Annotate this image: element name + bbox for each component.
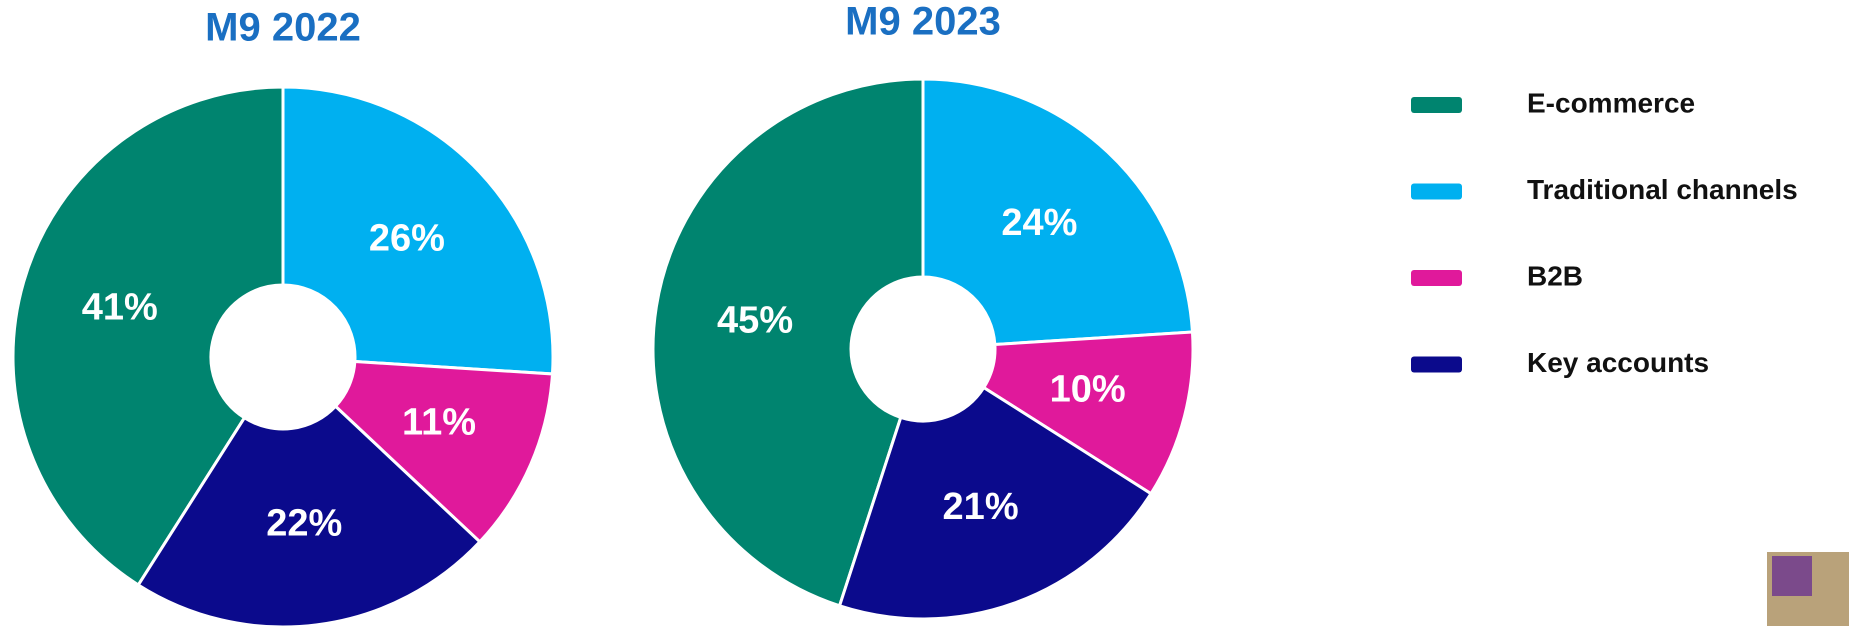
slice	[281, 85, 555, 376]
value-label: 21%	[943, 486, 1019, 528]
legend-swatch	[1411, 97, 1462, 113]
legend-label: E-commerce	[1527, 87, 1695, 118]
chart-title: M9 2023	[845, 0, 1001, 44]
slice	[333, 359, 555, 544]
value-label: 24%	[1001, 202, 1077, 244]
legend-label: B2B	[1527, 260, 1583, 291]
value-label: 41%	[82, 287, 158, 329]
value-label: 10%	[1050, 368, 1126, 410]
slice	[11, 85, 285, 588]
logo-mark	[1772, 556, 1812, 596]
value-label: 11%	[402, 402, 476, 444]
legend-label: Key accounts	[1527, 347, 1709, 378]
legend-swatch	[1411, 356, 1462, 373]
slice	[651, 77, 925, 608]
slice	[981, 330, 1195, 496]
slice	[837, 385, 1154, 621]
slice	[921, 77, 1195, 347]
chart-title: M9 2022	[205, 6, 361, 50]
slice	[136, 404, 482, 626]
value-label: 45%	[717, 299, 793, 341]
legend-swatch	[1411, 183, 1462, 200]
value-label: 22%	[266, 503, 342, 545]
legend-label: Traditional channels	[1527, 174, 1798, 205]
legend-swatch	[1411, 270, 1462, 286]
value-label: 26%	[369, 218, 445, 260]
